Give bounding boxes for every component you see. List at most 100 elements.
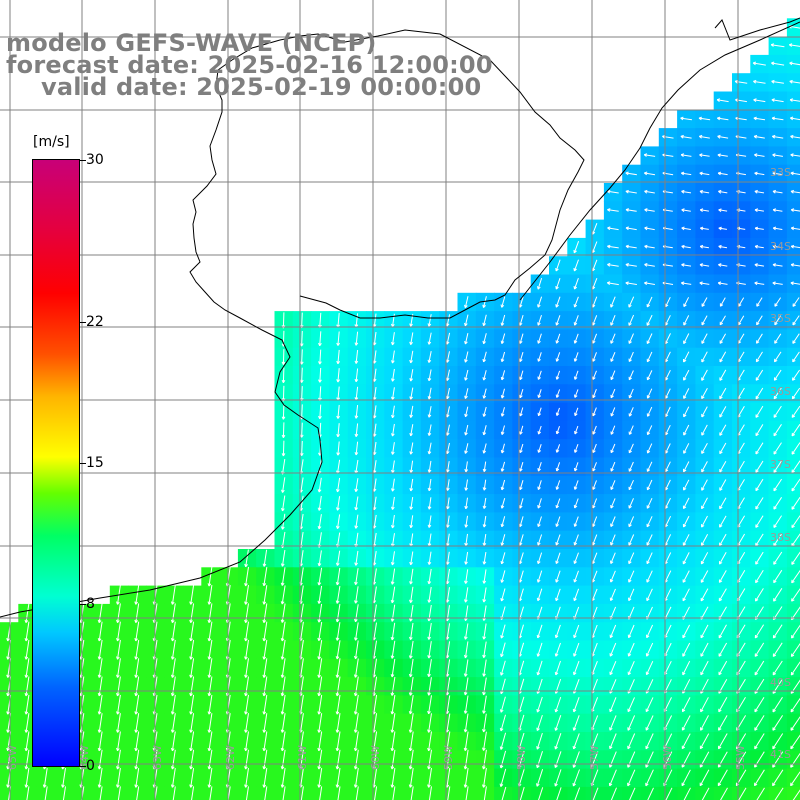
wind-arrow: [701, 442, 708, 454]
wind-arrow: [463, 749, 469, 770]
wind-arrow: [773, 588, 783, 602]
wind-arrow: [354, 586, 359, 604]
wind-arrow: [264, 786, 268, 800]
wind-arrow: [573, 642, 580, 657]
wind-arrow: [701, 333, 708, 344]
wind-arrow: [482, 731, 487, 751]
wind-arrow: [189, 713, 195, 733]
colorbar-tick-label: 15: [86, 455, 104, 471]
wind-arrow: [409, 350, 414, 364]
wind-arrow: [773, 387, 782, 400]
wind-arrow: [555, 588, 561, 602]
wind-arrow: [627, 697, 635, 713]
wind-arrow: [134, 694, 140, 715]
wind-arrow: [24, 676, 30, 697]
wind-arrow: [772, 769, 784, 787]
wind-arrow: [699, 281, 710, 286]
wind-arrow: [464, 479, 469, 491]
wind-arrow: [499, 714, 506, 732]
wind-arrow: [719, 406, 727, 418]
coastline: [0, 17, 800, 618]
wind-arrow: [207, 621, 213, 642]
wind-arrow: [317, 676, 323, 697]
wind-speed-cell: [786, 640, 800, 660]
wind-arrow: [317, 658, 323, 678]
wind-arrow: [42, 768, 48, 788]
wind-arrow: [572, 769, 580, 787]
wind-arrow: [700, 588, 709, 602]
wind-arrow: [791, 460, 800, 474]
wind-arrow: [701, 479, 708, 491]
wind-arrow: [409, 442, 414, 455]
wind-arrow: [538, 787, 544, 800]
wind-arrow: [427, 479, 432, 492]
wind-arrow: [353, 749, 359, 770]
wind-arrow: [647, 787, 654, 800]
wind-arrow: [625, 244, 637, 249]
wind-arrow: [753, 134, 765, 139]
wind-speed-cell: [786, 73, 800, 93]
wind-speed-cell: [530, 786, 550, 800]
wind-arrow: [681, 769, 691, 787]
wind-arrow: [537, 277, 543, 290]
wind-arrow: [482, 388, 487, 399]
wind-arrow: [791, 515, 800, 529]
wind-arrow: [317, 495, 322, 511]
wind-arrow: [409, 622, 414, 641]
wind-arrow: [791, 569, 800, 584]
wind-arrow: [573, 552, 579, 564]
wind-arrow: [482, 713, 487, 733]
wind-speed-cell: [640, 786, 660, 800]
wind-arrow: [336, 423, 341, 438]
wind-arrow: [536, 714, 543, 731]
wind-arrow: [390, 604, 396, 622]
wind-arrow: [719, 387, 727, 400]
wind-arrow: [335, 604, 341, 623]
wind-arrow: [610, 296, 616, 308]
wind-arrow: [610, 461, 616, 472]
wind-arrow: [628, 425, 634, 435]
wind-arrow: [207, 658, 213, 678]
wind-arrow: [646, 588, 653, 602]
wind-arrow: [773, 369, 782, 381]
wind-arrow: [262, 567, 268, 587]
wind-speed-cell: [677, 786, 696, 800]
wind-speed-cell: [786, 256, 800, 276]
wind-arrow: [701, 351, 708, 363]
wind-arrow: [683, 351, 690, 363]
wind-arrow: [464, 424, 469, 436]
wind-arrow: [717, 751, 728, 768]
wind-arrow: [482, 641, 487, 659]
wind-arrow: [683, 461, 690, 473]
latitude-label: 40S: [770, 676, 791, 689]
wind-arrow: [790, 642, 800, 657]
wind-arrow: [755, 351, 763, 363]
wind-arrow: [573, 259, 579, 272]
wind-speed-cell: [786, 146, 800, 166]
wind-arrow: [281, 440, 286, 457]
wind-arrow: [319, 786, 323, 800]
wind-arrow: [573, 516, 579, 527]
wind-arrow: [645, 733, 654, 750]
wind-arrow: [409, 568, 414, 585]
forecast-date: forecast date: 2025-02-16 12:00:00: [6, 51, 493, 79]
wind-arrow: [720, 787, 728, 800]
wind-arrow: [628, 588, 635, 602]
wind-arrow: [390, 640, 396, 659]
wind-arrow: [537, 296, 543, 308]
wind-speed-cell: [786, 366, 800, 385]
wind-arrow: [536, 769, 544, 787]
wind-arrow: [773, 424, 782, 437]
wind-arrow: [754, 697, 765, 713]
wind-arrow: [117, 786, 121, 800]
wind-arrow: [573, 241, 580, 254]
wind-arrow: [464, 587, 469, 603]
wind-arrow: [536, 696, 543, 713]
wind-arrow: [790, 171, 800, 176]
wind-arrow: [791, 387, 800, 400]
wind-arrow: [573, 333, 579, 344]
colorbar-tick-mark: [80, 160, 86, 161]
wind-arrow: [644, 189, 655, 194]
wind-arrow: [790, 661, 800, 676]
